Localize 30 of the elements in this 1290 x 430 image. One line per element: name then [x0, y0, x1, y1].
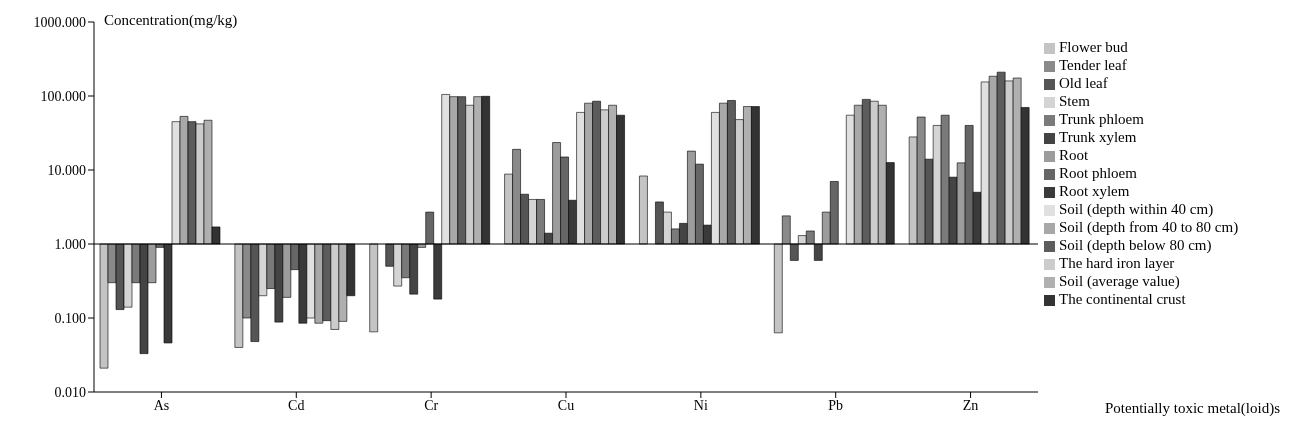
y-tick-label: 0.100	[54, 310, 86, 326]
y-tick-label: 0.010	[54, 384, 86, 400]
legend-label: The continental crust	[1059, 291, 1186, 307]
legend-label: Soil (depth below 80 cm)	[1059, 237, 1212, 253]
x-tick-label: Zn	[962, 397, 979, 413]
legend-label: Stem	[1059, 93, 1090, 109]
x-tick-label: Cr	[424, 397, 439, 413]
legend-label: Soil (depth within 40 cm)	[1059, 201, 1214, 217]
legend-label: Root	[1059, 147, 1089, 163]
y-tick-label: 1000.000	[33, 14, 86, 30]
x-tick-label: Ni	[693, 397, 708, 413]
x-tick-label: Cd	[288, 397, 305, 413]
y-tick-label: 1.000	[54, 236, 86, 252]
y-tick-label: 10.000	[47, 162, 86, 178]
x-axis-title: Potentially toxic metal(loid)s	[1105, 400, 1280, 417]
legend-label: Soil (depth from 40 to 80 cm)	[1059, 219, 1239, 235]
legend-label: Tender leaf	[1059, 57, 1127, 73]
legend-label: Trunk xylem	[1059, 129, 1137, 145]
legend-label: Old leaf	[1059, 75, 1108, 91]
legend-label: Root phloem	[1059, 165, 1137, 181]
x-tick-label: Pb	[828, 397, 844, 413]
y-axis-title: Concentration(mg/kg)	[104, 12, 238, 29]
legend-label: Soil (average value)	[1059, 273, 1180, 289]
legend-label: Flower bud	[1059, 39, 1128, 55]
legend-label: The hard iron layer	[1059, 255, 1175, 271]
x-tick-label: Cu	[557, 397, 575, 413]
legend-label: Root xylem	[1059, 183, 1130, 199]
legend-label: Trunk phloem	[1059, 111, 1144, 127]
y-tick-label: 100.000	[40, 88, 86, 104]
x-tick-label: As	[153, 397, 170, 413]
